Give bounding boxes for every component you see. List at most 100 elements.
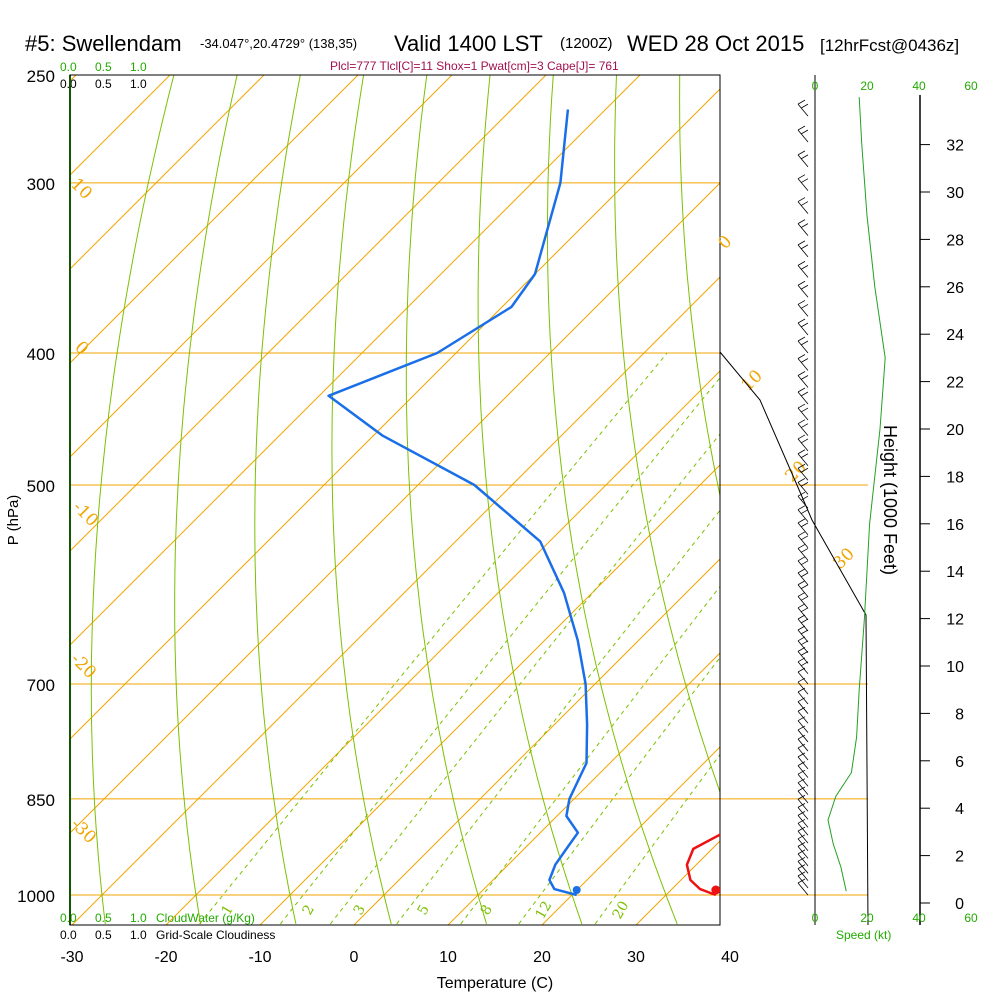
wind-barb <box>797 603 809 621</box>
wind-barb <box>797 544 809 561</box>
pressure-tick-1000: 1000 <box>17 887 55 906</box>
wind-barb-flag <box>797 219 806 224</box>
wind-barb-staff <box>797 701 809 714</box>
forecast-tag: [12hrFcst@0436z] <box>820 36 959 55</box>
wind-barb-flag <box>797 568 806 574</box>
wind-barb-flag <box>797 818 806 824</box>
wind-barb-staff <box>797 522 809 536</box>
wind-barb <box>797 197 809 214</box>
isotherm-line <box>165 370 720 925</box>
wind-barb-flag <box>800 522 809 528</box>
wind-barb-flag <box>800 482 809 487</box>
wind-barb-flag <box>797 856 806 862</box>
wind-barb-flag <box>797 434 806 440</box>
wind-barb-staff <box>797 720 809 733</box>
wind-barb-staff <box>797 560 809 574</box>
wind-barb <box>797 531 809 549</box>
isotherm-label-1: 0 <box>70 337 92 359</box>
wind-barb-flag <box>800 322 809 328</box>
dry-adiabat <box>930 51 1000 924</box>
wind-barb-staff <box>797 322 809 336</box>
height-tick-12: 12 <box>946 612 964 629</box>
speed-tick-top-20: 20 <box>860 79 874 93</box>
wind-barb-staff <box>797 340 809 354</box>
wind-barb-flag <box>797 878 806 884</box>
wind-barb-flag <box>800 304 809 309</box>
wind-barb-flag <box>800 201 809 206</box>
wind-barb-staff <box>797 875 809 889</box>
mixing-label-3: 5 <box>415 902 433 918</box>
isotherm-line <box>70 75 641 646</box>
wind-barb-flag <box>797 240 806 246</box>
dry-adiabat <box>993 51 1000 924</box>
cloud-tick-bottom2-0: 0.0 <box>60 928 77 942</box>
mixing-ratio-line <box>460 585 720 925</box>
wind-barb-flag <box>797 580 806 586</box>
wind-barb-flag <box>797 280 806 286</box>
height-tick-28: 28 <box>946 232 964 249</box>
temperature-profile <box>685 833 720 897</box>
wind-barb-staff <box>797 154 809 168</box>
wind-barb <box>797 280 809 298</box>
isotherm-line <box>70 75 265 270</box>
wind-barb <box>797 580 809 598</box>
wind-barb <box>797 336 809 354</box>
wind-barb-staff <box>797 815 809 828</box>
wind-barb <box>797 826 809 844</box>
wind-barb-flag <box>800 438 809 444</box>
pressure-tick-250: 250 <box>27 67 55 86</box>
isotherm-label-4: -30 <box>66 814 100 848</box>
speed-tick-bottom-20: 20 <box>860 911 874 925</box>
wind-barb <box>797 786 809 804</box>
wind-barb-staff <box>797 681 809 695</box>
height-tick-14: 14 <box>946 564 964 581</box>
temperature-tick-5: 20 <box>533 949 551 966</box>
wind-barb-flag <box>797 354 806 359</box>
wind-barb <box>797 761 809 778</box>
wind-barb-flag <box>800 548 809 553</box>
speed-axis-title: Speed (kt) <box>836 928 891 942</box>
isotherm-label-5: 0 <box>714 232 736 254</box>
wind-barb-flag <box>797 491 806 497</box>
dry-adiabat <box>90 75 175 924</box>
wind-barb-staff <box>797 584 809 598</box>
wind-barb <box>797 778 809 795</box>
wind-barb-staff <box>797 495 809 509</box>
wind-barb <box>797 261 809 278</box>
wind-barb-staff <box>797 223 809 236</box>
mixing-ratio-lines <box>199 352 720 925</box>
wind-panel <box>719 75 930 926</box>
wind-barb-flag <box>797 125 806 131</box>
wind-barb <box>797 556 809 574</box>
wind-barb-flag <box>800 423 809 429</box>
wind-barb-staff <box>797 407 809 421</box>
wind-barb-staff <box>797 178 809 191</box>
wind-barb-flag <box>797 150 806 156</box>
wind-barb-staff <box>797 782 809 795</box>
wind-barb-flag <box>800 103 809 109</box>
wind-barb-flag <box>797 371 806 376</box>
wind-barb <box>797 478 809 495</box>
wind-barb-flag <box>797 849 806 855</box>
wind-barb-flag <box>797 478 806 483</box>
wind-barb-flag <box>800 629 809 635</box>
wind-barb-flag <box>797 419 806 425</box>
wind-barb <box>797 706 809 724</box>
wind-barb-flag <box>797 531 806 537</box>
wind-barb-staff <box>797 629 809 643</box>
wind-barb-staff <box>797 103 809 117</box>
temperature-tick-2: -10 <box>248 949 271 966</box>
isotherm-line <box>541 746 720 925</box>
wind-barb-staff <box>797 882 809 896</box>
wind-barb-staff <box>797 861 809 874</box>
wind-barb-flag <box>800 584 809 590</box>
wind-barb <box>797 505 809 522</box>
wind-barb-flag <box>797 803 806 808</box>
wind-barb-flag <box>800 495 809 501</box>
wind-barb-flag <box>797 725 806 731</box>
wind-barb <box>797 592 809 609</box>
wind-barb-flag <box>800 340 809 346</box>
wind-barb <box>797 150 809 168</box>
wind-barb-flag <box>797 603 806 609</box>
temperature-axis-title: Temperature (C) <box>437 975 553 992</box>
